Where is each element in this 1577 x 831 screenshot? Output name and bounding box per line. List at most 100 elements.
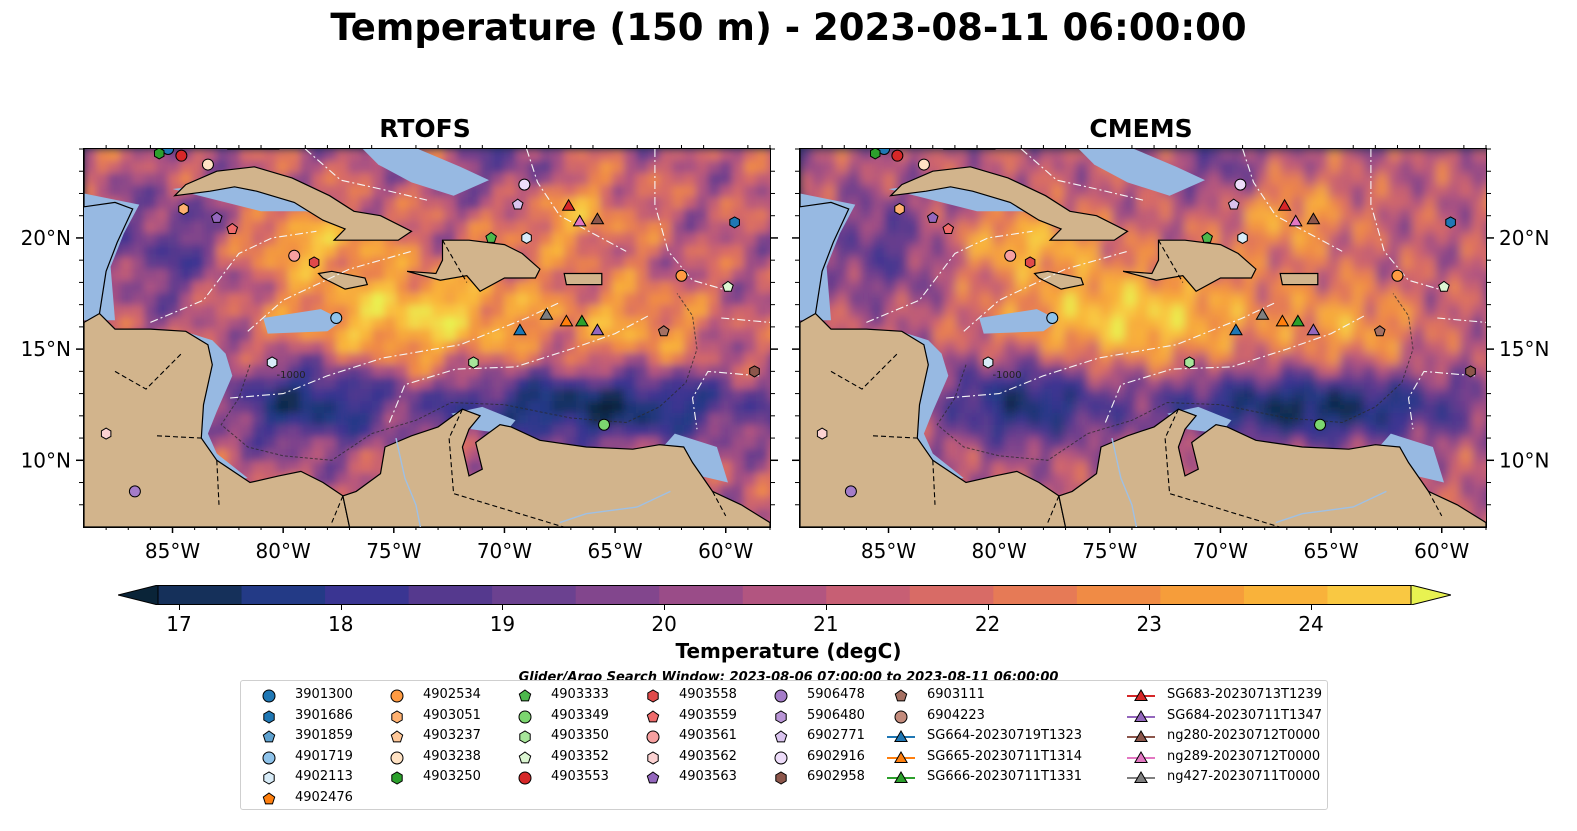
- legend-marker: [894, 771, 908, 783]
- land-centralAmerica: [800, 149, 1067, 527]
- legend-label: 4902476: [295, 789, 353, 805]
- colorbar-tick-label: 21: [813, 612, 839, 636]
- figure-title: Temperature (150 m) - 2023-08-11 06:00:0…: [330, 6, 1247, 49]
- legend-label: 4903250: [423, 769, 481, 784]
- river: [1275, 490, 1387, 524]
- argo-float-4903553: [175, 149, 188, 162]
- lat-tick-label: 15°N: [21, 337, 71, 361]
- glider-SG665-20230711T1314: [1275, 314, 1290, 327]
- glider-SG683-20230713T1239: [561, 198, 576, 211]
- colorbar-bin: [1160, 585, 1245, 605]
- argo-float-4903333: [485, 231, 497, 243]
- argo-float-4903558: [308, 256, 320, 269]
- argo-float-4902534: [675, 269, 688, 282]
- argo-float-4903563: [926, 211, 939, 223]
- argo-float-3901686: [1445, 216, 1456, 229]
- legend-label: 3901859: [295, 728, 353, 743]
- map-panel-rtofs: -1000: [83, 148, 771, 528]
- continental-shelf: [888, 182, 1057, 218]
- contour-label: -1000: [277, 370, 306, 381]
- colorbar-tick: [664, 605, 666, 610]
- argo-float-4903559: [226, 222, 239, 234]
- legend-marker: [518, 689, 532, 702]
- colorbar-extend-high: [1410, 584, 1452, 606]
- legend-label: 6904223: [927, 707, 985, 723]
- argo-float-3901300: [162, 149, 175, 155]
- colorbar-bin: [1327, 585, 1412, 605]
- circle-marker-icon: [390, 689, 404, 703]
- argo-float-4901719: [1046, 311, 1059, 324]
- colorbar-tick: [1311, 605, 1312, 610]
- triangle-line-marker-icon: [1127, 750, 1155, 763]
- legend-marker: [894, 730, 908, 742]
- legend-marker: [775, 771, 787, 785]
- depth-contour: [936, 293, 1414, 461]
- lat-tick-label: 20°N: [21, 226, 71, 250]
- legend-marker: [263, 771, 275, 785]
- legend-marker: [390, 730, 404, 743]
- circle-marker-icon: [262, 689, 276, 703]
- legend-label: 4902534: [423, 687, 481, 702]
- country-border: [830, 353, 898, 390]
- argo-float-4903559: [942, 222, 955, 234]
- argo-float-4902113: [1237, 231, 1248, 244]
- legend-label: 4903349: [551, 707, 609, 723]
- lon-tick-label: 60°W: [1414, 539, 1469, 563]
- glider-ng289-20230712T0000: [572, 214, 587, 227]
- colorbar-bin: [993, 585, 1078, 605]
- triangle-line-marker-icon: [1127, 771, 1155, 783]
- legend-marker: [391, 771, 403, 785]
- hexagon-marker-icon: [647, 689, 659, 703]
- circle-marker-icon: [518, 710, 532, 723]
- lon-tick-label: 65°W: [587, 539, 642, 563]
- eez-boundary: [388, 315, 649, 423]
- land-puertoRico: [563, 272, 603, 286]
- colorbar-bin: [1076, 585, 1161, 605]
- legend-marker: [1134, 771, 1148, 783]
- circle-marker-icon: [518, 771, 532, 785]
- colorbar: [117, 584, 1452, 606]
- colorbar-bin: [575, 585, 660, 605]
- continental-shelf: [362, 149, 489, 196]
- colorbar-bin: [1243, 585, 1328, 605]
- legend-marker: [518, 771, 532, 785]
- legend-label: 4903561: [679, 728, 737, 743]
- panel-title-cmems: CMEMS: [1089, 114, 1193, 143]
- legend-label: SG665-20230711T1314: [927, 748, 1083, 764]
- glider-SG666-20230711T1331: [1290, 314, 1305, 327]
- colorbar-label: Temperature (degC): [675, 639, 902, 663]
- map-panel-cmems: -1000: [799, 148, 1487, 528]
- colorbar-bin: [659, 585, 744, 605]
- hexagon-marker-icon: [263, 709, 275, 724]
- lat-tick-label: 15°N: [1499, 337, 1549, 361]
- argo-float-4903563: [210, 211, 223, 223]
- argo-float-4903561: [1004, 249, 1017, 262]
- colorbar-tick-label: 22: [974, 612, 1001, 636]
- legend-marker: [1134, 689, 1148, 701]
- argo-float-4903553: [891, 149, 904, 162]
- pentagon-marker-icon: [774, 730, 788, 743]
- eez-boundary: [654, 149, 731, 292]
- legend-marker: [1134, 750, 1148, 763]
- argo-float-4903561: [288, 249, 301, 262]
- legend-marker: [1134, 709, 1148, 722]
- argo-float-4902113: [266, 356, 278, 369]
- river: [1111, 437, 1138, 527]
- continental-shelf: [1078, 149, 1205, 196]
- eez-boundary: [230, 301, 561, 399]
- eez-boundary: [963, 250, 1128, 332]
- country-border: [331, 495, 344, 523]
- lon-tick-label: 65°W: [1303, 539, 1358, 563]
- country-border: [156, 435, 202, 439]
- argo-float-4903562: [816, 427, 828, 440]
- colorbar-tick: [502, 605, 504, 610]
- legend-marker: [646, 730, 660, 744]
- colorbar-tick-label: 20: [651, 612, 677, 636]
- argo-float-4903350: [1184, 356, 1195, 369]
- pentagon-marker-icon: [262, 791, 276, 804]
- colorbar-bin: [325, 585, 410, 605]
- legend-marker: [391, 709, 403, 724]
- argo-float-4903349: [598, 418, 611, 431]
- legend-label: ng427-20230711T0000: [1167, 769, 1321, 784]
- legend-label: SG683-20230713T1239: [1167, 687, 1323, 702]
